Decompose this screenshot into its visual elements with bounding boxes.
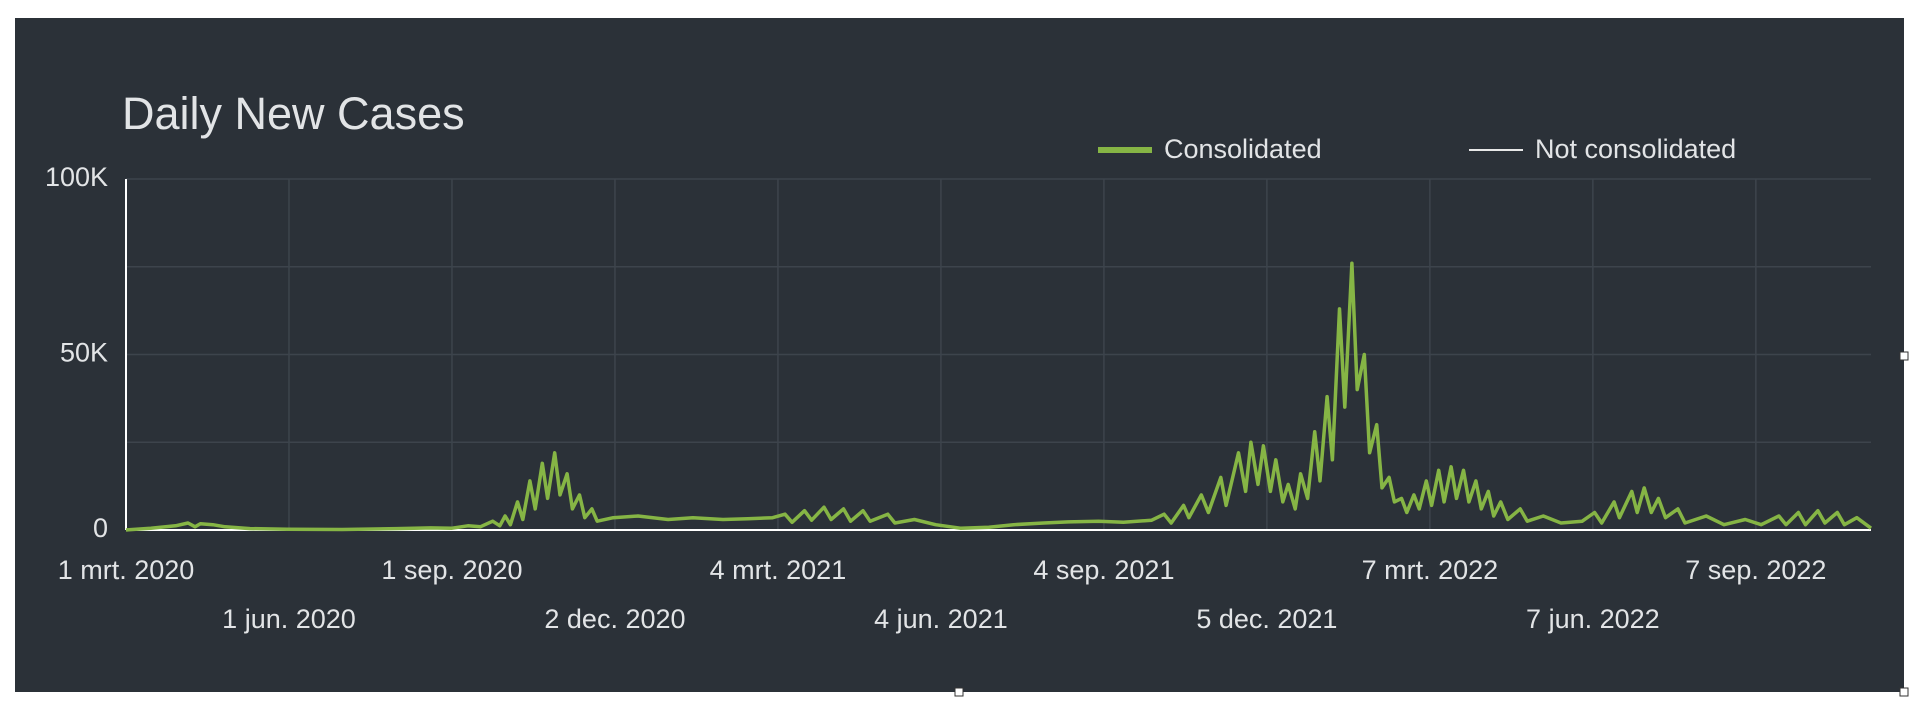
x-tick-label: 7 sep. 2022 (1685, 555, 1826, 585)
resize-handle[interactable] (1899, 687, 1909, 697)
data-line (125, 261, 1873, 532)
x-tick-label: 1 jun. 2020 (222, 604, 356, 634)
legend-label: Consolidated (1164, 134, 1322, 164)
chart-title: Daily New Cases (122, 88, 465, 139)
x-tick-label: 1 sep. 2020 (381, 555, 522, 585)
x-tick-label: 7 jun. 2022 (1526, 604, 1660, 634)
legend-label: Not consolidated (1535, 134, 1736, 164)
y-tick-label: 50K (60, 338, 108, 368)
x-tick-label: 1 mrt. 2020 (58, 555, 195, 585)
y-tick-label: 0 (93, 513, 108, 543)
x-tick-label: 4 jun. 2021 (874, 604, 1008, 634)
x-tick-label: 4 sep. 2021 (1033, 555, 1174, 585)
x-tick-label: 2 dec. 2020 (544, 604, 685, 634)
y-tick-label: 100K (45, 162, 108, 192)
resize-handle[interactable] (1899, 351, 1909, 361)
x-tick-label: 5 dec. 2021 (1196, 604, 1337, 634)
x-tick-label: 7 mrt. 2022 (1362, 555, 1499, 585)
x-tick-label: 4 mrt. 2021 (710, 555, 847, 585)
resize-handle[interactable] (954, 687, 964, 697)
